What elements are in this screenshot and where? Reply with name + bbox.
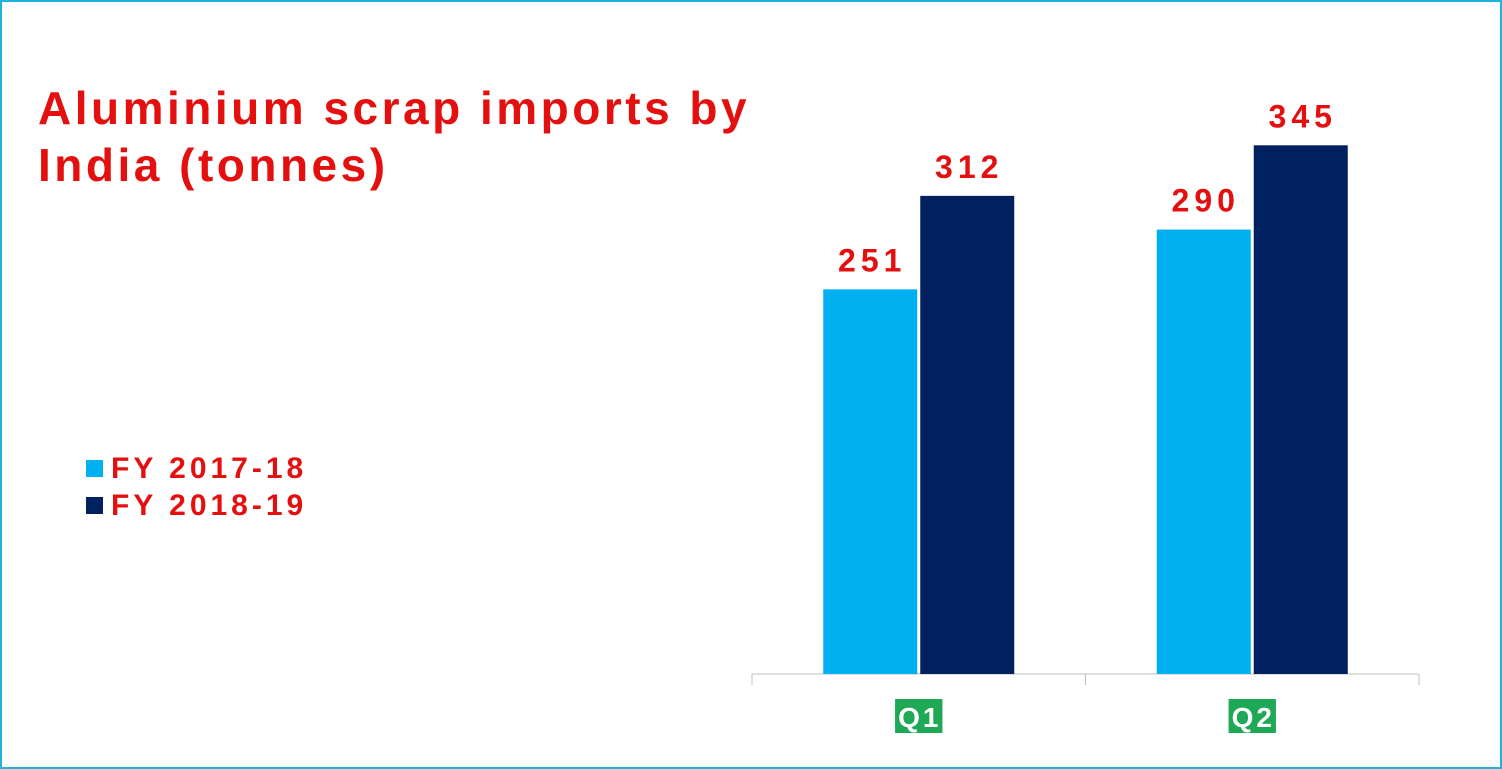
legend-swatch (86, 497, 103, 514)
bar (823, 289, 918, 674)
x-tick-label: Q1 (898, 702, 941, 733)
data-label: 290 (1172, 183, 1240, 219)
category-label-box (1228, 699, 1276, 733)
legend-label: FY 2017-18 (111, 451, 308, 485)
category-label-group: Q2 (1228, 699, 1276, 733)
legend-item: FY 2018-19 (86, 487, 307, 524)
data-label: 312 (935, 149, 1003, 185)
legend-label: FY 2018-19 (111, 488, 308, 522)
legend: FY 2017-18 FY 2018-19 (86, 450, 307, 524)
data-label: 345 (1269, 98, 1337, 134)
chart-title: Aluminium scrap imports by India (tonnes… (38, 82, 751, 191)
legend-swatch (86, 460, 103, 477)
category-label-box (895, 699, 943, 733)
data-label: 251 (838, 242, 906, 278)
bar (1253, 145, 1348, 675)
bar (1156, 229, 1251, 674)
bar (920, 195, 1015, 675)
category-label-group: Q1 (895, 699, 943, 733)
x-tick-label: Q2 (1232, 702, 1275, 733)
legend-item: FY 2017-18 (86, 450, 307, 487)
